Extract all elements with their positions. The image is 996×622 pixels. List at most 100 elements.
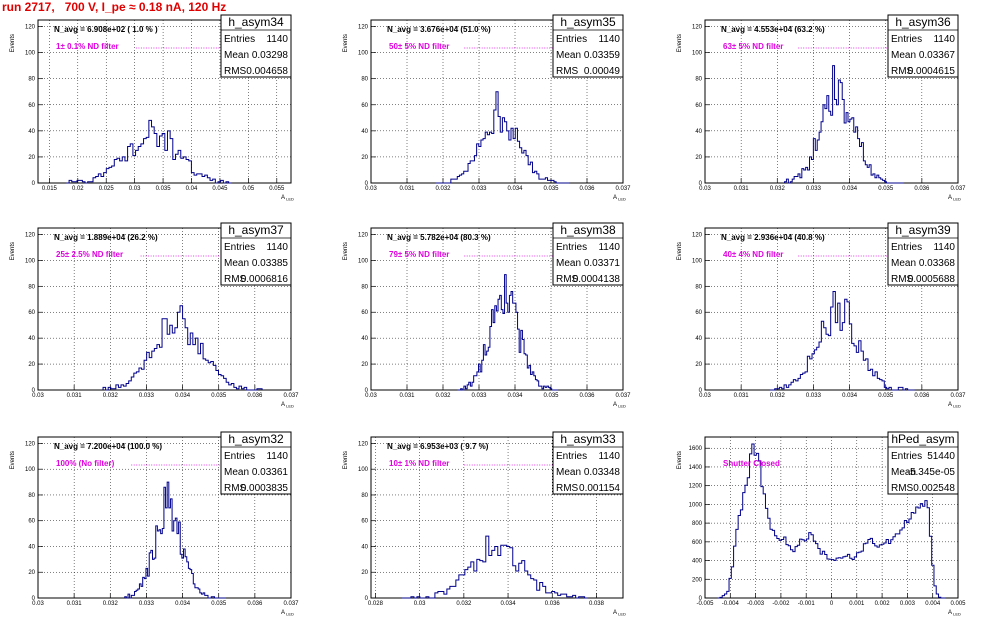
y-tick-label: 40	[28, 336, 35, 342]
histogram-panel-h_asym38: 0.03 0.031 0.032 0.033 0.034 0.035 0.036 0.037 0…	[343, 222, 631, 409]
y-tick-label: 40	[28, 544, 35, 550]
x-tick-label: 0.034	[175, 393, 191, 399]
stats-value: 0.03371	[584, 258, 621, 269]
stats-value: 0.03359	[584, 50, 621, 61]
x-tick-label: 0.037	[950, 186, 966, 192]
x-tick-label: -0.004	[722, 601, 740, 607]
filter-label: 40± 4% ND filter	[723, 250, 783, 259]
x-tick-label: 0.034	[507, 393, 523, 399]
x-tick-label: 0.032	[435, 393, 451, 399]
plot-frame	[370, 436, 624, 599]
y-tick-label: 100	[25, 51, 36, 57]
histogram-panel-h_asym34: 0.015 0.02 0.025 0.03 0.035 0.04 0.045 0.05 0.05…	[10, 14, 294, 202]
y-axis-label: Events	[343, 34, 349, 52]
plot-frame	[704, 436, 959, 599]
x-tick-label: 0.035	[878, 393, 894, 399]
x-axis-label: A LED	[281, 195, 294, 202]
y-tick-label: 60	[695, 103, 702, 109]
histogram-panel-h_asym36: 0.03 0.031 0.032 0.033 0.034 0.035 0.036 0.037 0…	[677, 14, 966, 202]
y-tick-label: 60	[361, 310, 368, 316]
y-tick-label: 20	[695, 362, 702, 368]
x-tick-label: 0.032	[435, 186, 451, 192]
stats-key: RMS	[891, 483, 914, 494]
stats-value: 0.0006816	[241, 274, 289, 285]
n-avg-label: N_avg = 7.200e+04 (100.0 %)	[54, 442, 162, 451]
x-tick-label: 0.036	[247, 393, 263, 399]
x-axis-label: A LED	[281, 610, 294, 617]
n-avg-label: N_avg = 6.908e+02 ( 1.0 % )	[54, 25, 158, 34]
stats-key: Entries	[556, 34, 587, 45]
x-tick-label: 0.037	[283, 601, 299, 607]
x-tick-label: 0.025	[99, 186, 115, 192]
stats-value: 0.03348	[584, 467, 621, 478]
x-tick-label: 0.035	[543, 393, 559, 399]
x-tick-label: 0.031	[734, 393, 750, 399]
x-axis-label: A LED	[948, 610, 961, 617]
stats-title: h_asym32	[228, 432, 284, 446]
y-tick-label: 60	[28, 310, 35, 316]
x-axis-label: A LED	[948, 402, 961, 409]
stats-value: 1140	[598, 34, 620, 45]
stats-value: 0.0003835	[241, 483, 289, 494]
x-tick-label: 0.045	[212, 186, 228, 192]
y-tick-label: 0	[32, 388, 36, 394]
stats-key: Mean	[556, 258, 581, 269]
y-tick-label: 60	[361, 103, 368, 109]
stats-value: 0.03298	[252, 50, 289, 61]
x-tick-label: 0.033	[139, 393, 155, 399]
y-axis-label: Events	[10, 242, 16, 260]
stats-key: Entries	[224, 242, 255, 253]
histogram-panel-h_asym35: 0.03 0.031 0.032 0.033 0.034 0.035 0.036 0.037 0…	[343, 14, 631, 202]
y-tick-label: 0	[699, 181, 703, 187]
stats-key: Entries	[891, 451, 922, 462]
y-tick-label: 40	[695, 336, 702, 342]
x-tick-label: 0.03	[365, 186, 377, 192]
y-tick-label: 40	[28, 129, 35, 135]
y-tick-label: 100	[358, 258, 369, 264]
y-tick-label: 100	[358, 51, 369, 57]
stats-key: Entries	[224, 451, 255, 462]
stats-value: 1140	[266, 34, 288, 45]
stats-value: 1140	[933, 242, 955, 253]
y-tick-label: 1600	[689, 446, 703, 452]
x-tick-label: -0.005	[696, 601, 714, 607]
x-tick-label: 0.037	[950, 393, 966, 399]
y-tick-label: 60	[28, 519, 35, 525]
stats-value: 1140	[598, 451, 620, 462]
stats-key: Mean	[224, 467, 249, 478]
histogram-series	[401, 535, 588, 599]
x-tick-label: 0.035	[211, 601, 227, 607]
stats-key: Mean	[556, 467, 581, 478]
x-tick-label: 0.005	[950, 601, 966, 607]
y-tick-label: 20	[695, 155, 702, 161]
stats-value: 0.03368	[919, 258, 956, 269]
stats-key: Mean	[891, 50, 916, 61]
y-tick-label: 40	[695, 129, 702, 135]
x-tick-label: 0.035	[543, 186, 559, 192]
stats-key: RMS	[224, 66, 247, 77]
histogram-panel-h_asym33: 0.028 0.03 0.032 0.034 0.036 0.038 0 20 40 60 80 10…	[343, 431, 626, 617]
y-tick-label: 120	[25, 441, 36, 447]
x-tick-label: 0.032	[103, 393, 119, 399]
n-avg-label: N_avg = 2.936e+04 (40.8 %)	[721, 233, 825, 242]
y-tick-label: 400	[692, 559, 703, 565]
x-tick-label: 0.032	[103, 601, 119, 607]
stats-value: 0.00049	[584, 66, 621, 77]
x-tick-label: 0.034	[842, 393, 858, 399]
stats-box	[552, 431, 624, 495]
x-tick-label: 0.032	[770, 393, 786, 399]
y-tick-label: 20	[361, 570, 368, 576]
x-tick-label: 0.036	[914, 186, 930, 192]
stats-box	[220, 14, 292, 78]
x-tick-label: 0.031	[67, 393, 83, 399]
y-tick-label: 20	[28, 570, 35, 576]
x-tick-label: 0.03	[32, 601, 44, 607]
y-tick-label: 100	[25, 467, 36, 473]
y-tick-label: 120	[692, 25, 703, 31]
stats-box	[220, 431, 292, 495]
stats-box	[887, 14, 959, 78]
y-tick-label: 120	[25, 232, 36, 238]
y-tick-label: 120	[358, 232, 369, 238]
stats-value: 1140	[933, 34, 955, 45]
x-tick-label: 0.04	[186, 186, 198, 192]
